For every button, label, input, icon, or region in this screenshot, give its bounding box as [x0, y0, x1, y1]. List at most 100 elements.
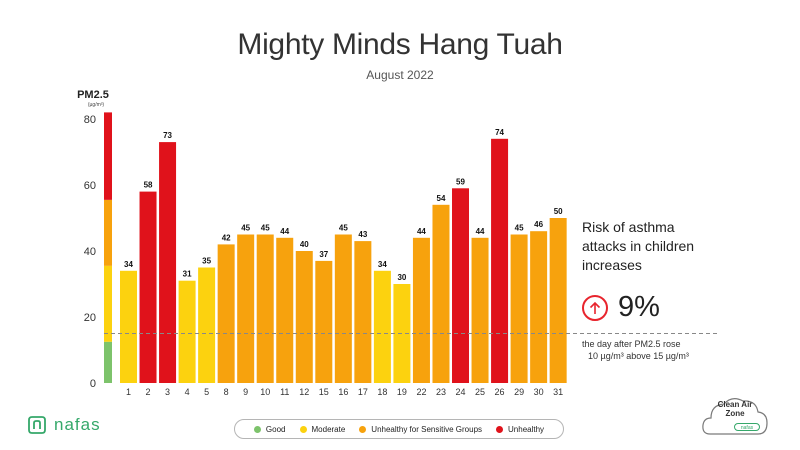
- x-tick-label: 17: [358, 387, 368, 397]
- bar-value-label: 74: [495, 128, 504, 137]
- bar-value-label: 44: [476, 227, 485, 236]
- bar-value-label: 34: [378, 260, 387, 269]
- bar: [178, 280, 196, 383]
- y-tick-label: 40: [84, 246, 96, 258]
- risk-heading: Risk of asthma attacks in children incre…: [582, 219, 695, 273]
- x-tick-label: 30: [534, 387, 544, 397]
- legend-label-sensitive: Unhealthy for Sensitive Groups: [371, 424, 483, 434]
- x-tick-label: 25: [475, 387, 485, 397]
- legend-item-sensitive: Unhealthy for Sensitive Groups: [359, 425, 482, 434]
- x-tick-label: 10: [260, 387, 270, 397]
- bar: [471, 237, 489, 383]
- risk-row: 9%: [582, 291, 792, 324]
- bar-value-label: 45: [515, 224, 524, 233]
- x-tick-label: 18: [377, 387, 387, 397]
- bar: [510, 234, 528, 383]
- arrow-up-icon: [582, 294, 608, 321]
- bar-value-label: 34: [124, 260, 133, 269]
- x-tick-label: 9: [243, 387, 248, 397]
- legend-dot-sensitive: [359, 425, 367, 433]
- risk-note-line2: 10 µg/m³ above 15 µg/m³: [588, 351, 689, 361]
- bar: [354, 241, 372, 383]
- bar: [452, 188, 470, 383]
- bar: [237, 234, 255, 383]
- risk-note: the day after PM2.5 rose 10 µg/m³ above …: [582, 338, 792, 362]
- bar-value-label: 42: [222, 233, 231, 242]
- logo-text: nafas: [54, 415, 101, 434]
- aqi-band-sensitive: [104, 199, 112, 266]
- badge-pill: nafas: [734, 423, 760, 431]
- nafas-logo: nafas: [26, 414, 101, 436]
- legend: Good Moderate Unhealthy for Sensitive Gr…: [234, 419, 564, 439]
- bar-value-label: 44: [417, 227, 426, 236]
- y-tick-label: 20: [84, 312, 96, 324]
- bar: [334, 234, 352, 383]
- y-tick-label: 0: [90, 378, 96, 390]
- x-tick-label: 8: [224, 387, 229, 397]
- bar-value-label: 46: [534, 220, 543, 229]
- bar: [491, 138, 509, 383]
- x-tick-label: 29: [514, 387, 524, 397]
- legend-item-moderate: Moderate: [299, 424, 346, 434]
- legend-label-moderate: Moderate: [311, 424, 346, 434]
- legend-item-unhealthy: Unhealthy: [496, 425, 544, 434]
- bar: [217, 244, 235, 383]
- aqi-band-unhealthy: [104, 112, 112, 200]
- bar: [432, 204, 450, 383]
- bar-value-label: 40: [300, 240, 309, 249]
- bar-value-label: 45: [241, 224, 250, 233]
- bar: [295, 251, 313, 383]
- bar-value-label: 43: [358, 230, 367, 239]
- chart-subtitle: August 2022: [366, 68, 434, 82]
- bar-value-label: 54: [437, 194, 446, 203]
- bar: [139, 191, 157, 383]
- x-tick-label: 24: [456, 387, 466, 397]
- badge-line1: Clean Air: [717, 400, 753, 409]
- x-tick-label: 26: [495, 387, 505, 397]
- x-tick-label: 12: [299, 387, 309, 397]
- aqi-band-moderate: [104, 265, 112, 342]
- x-tick-label: 16: [338, 387, 348, 397]
- clean-air-zone-badge: Clean Air Zone nafas: [700, 392, 770, 440]
- legend-dot-good: [253, 425, 261, 433]
- aqi-band-good: [104, 341, 112, 383]
- bar: [159, 142, 177, 383]
- legend-item-good: Good: [253, 424, 286, 434]
- risk-note-line1: the day after PM2.5 rose: [582, 339, 681, 349]
- bar: [198, 267, 216, 383]
- y-tick-label: 80: [84, 114, 96, 126]
- badge-text: Clean Air Zone: [700, 400, 770, 418]
- x-tick-label: 3: [165, 387, 170, 397]
- bar-value-label: 31: [183, 270, 192, 279]
- bar-value-label: 59: [456, 177, 465, 186]
- legend-dot-moderate: [299, 425, 307, 433]
- bar-value-label: 44: [280, 227, 289, 236]
- x-tick-label: 5: [204, 387, 209, 397]
- legend-dot-unhealthy: [496, 425, 504, 433]
- bar-value-label: 45: [261, 224, 270, 233]
- x-tick-label: 4: [185, 387, 190, 397]
- legend-label-good: Good: [265, 424, 286, 434]
- bar: [549, 218, 567, 383]
- x-tick-label: 1: [126, 387, 131, 397]
- bar-value-label: 73: [163, 131, 172, 140]
- risk-value: 9%: [618, 291, 660, 323]
- y-axis-unit: (µg/m³): [88, 102, 105, 108]
- x-tick-label: 23: [436, 387, 446, 397]
- bar-value-label: 35: [202, 257, 211, 266]
- x-tick-label: 31: [553, 387, 563, 397]
- bar-value-label: 58: [144, 181, 153, 190]
- nafas-logo-icon: [28, 416, 46, 434]
- bar-value-label: 37: [319, 250, 328, 259]
- x-tick-label: 22: [416, 387, 426, 397]
- bar: [256, 234, 274, 383]
- chart-title: Mighty Minds Hang Tuah: [237, 28, 563, 61]
- bar: [315, 260, 333, 383]
- x-tick-label: 2: [146, 387, 151, 397]
- bar-value-label: 50: [554, 207, 563, 216]
- x-tick-label: 11: [280, 387, 289, 397]
- x-tick-label: 19: [397, 387, 407, 397]
- cloud-icon: [702, 398, 768, 435]
- badge-line2: Zone: [725, 409, 745, 418]
